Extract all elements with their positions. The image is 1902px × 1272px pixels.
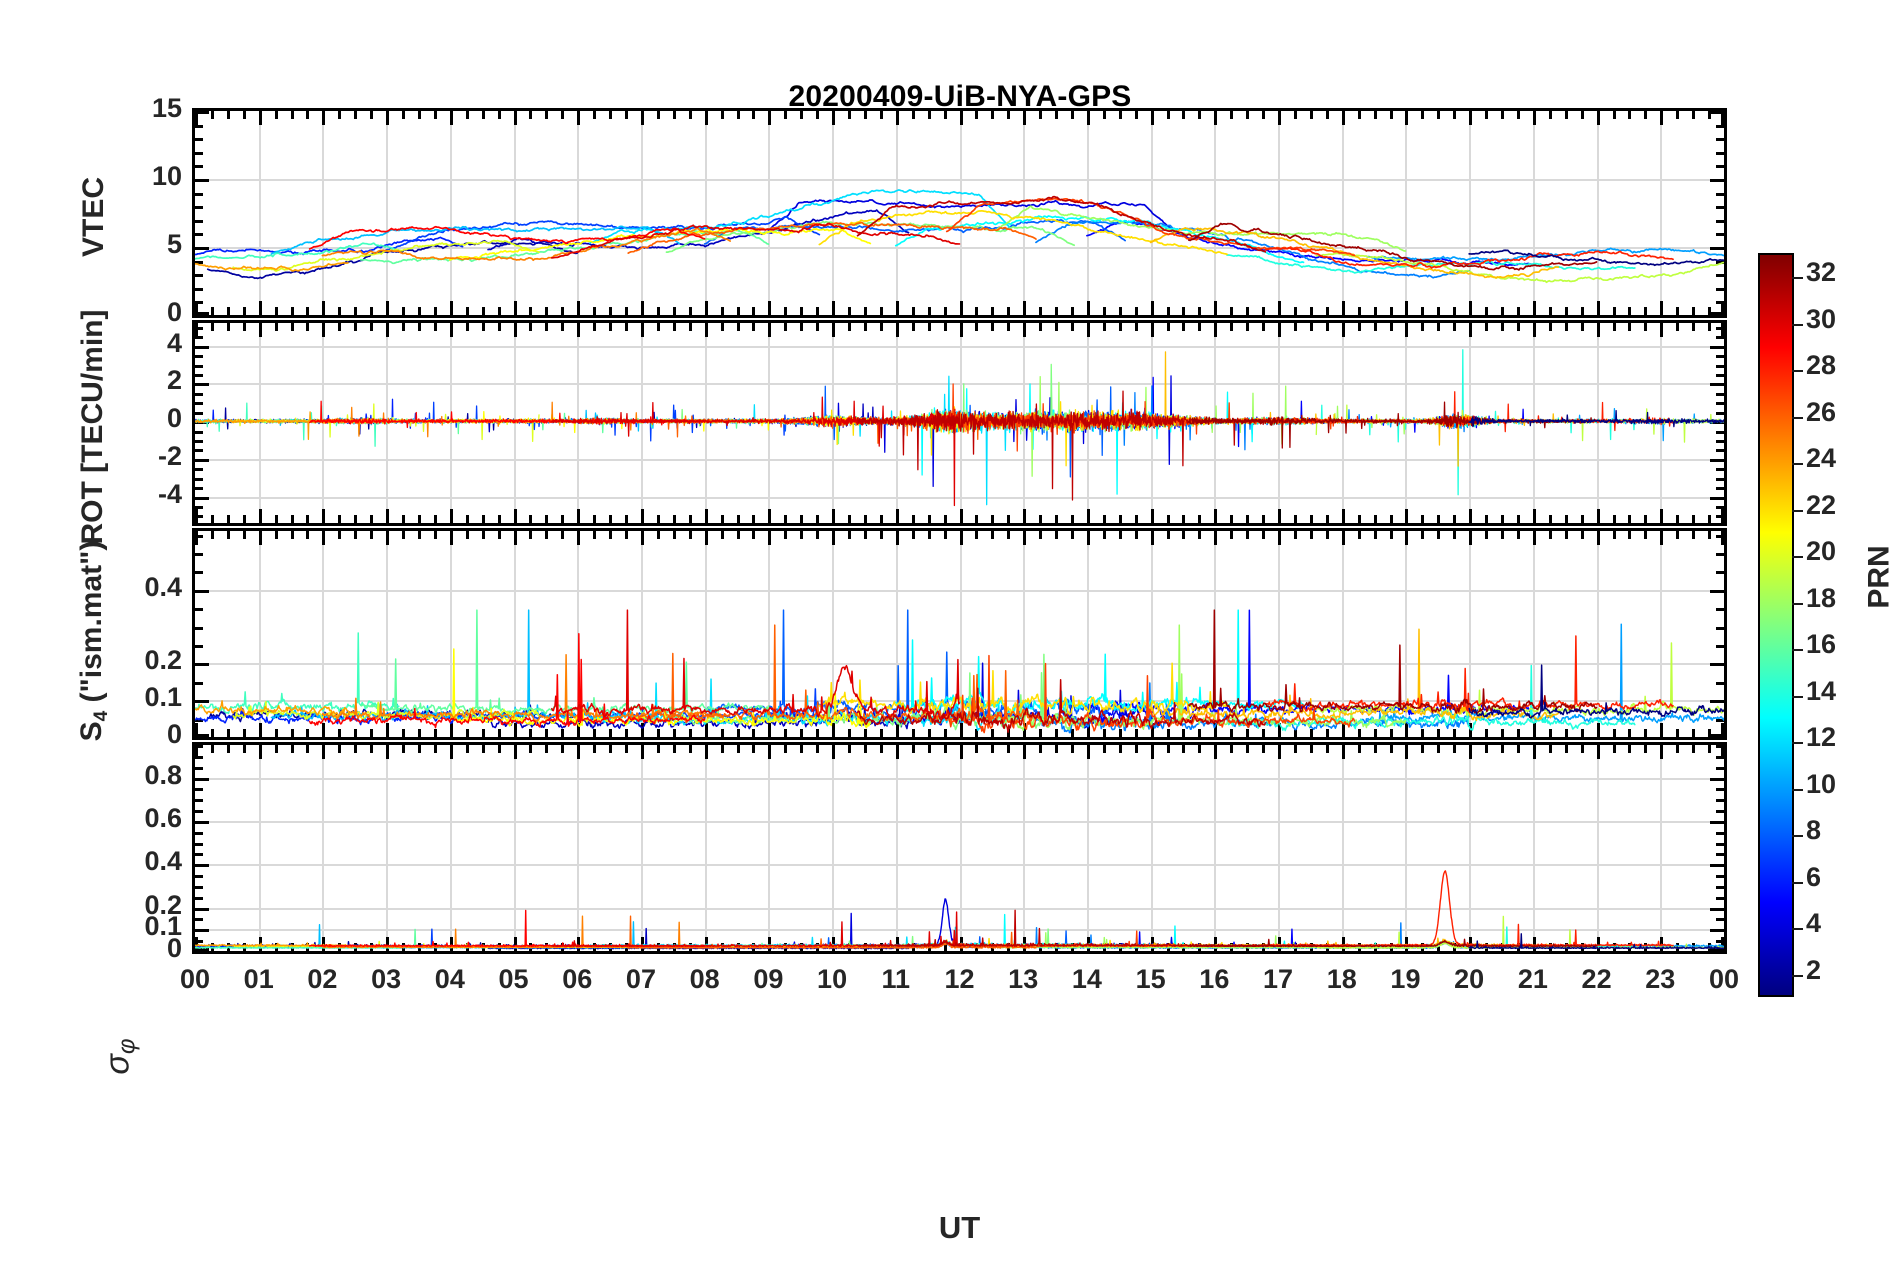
colorbar-tick-label: 30 bbox=[1806, 303, 1837, 334]
y-tick-label: 0.2 bbox=[144, 645, 182, 676]
colorbar-tick-label: 8 bbox=[1806, 815, 1822, 846]
y-tick-label: -4 bbox=[157, 478, 182, 509]
x-tick-label: 21 bbox=[1517, 964, 1548, 994]
x-tick-label: 09 bbox=[753, 964, 784, 994]
colorbar-tick bbox=[1792, 881, 1803, 884]
colorbar-tick bbox=[1792, 370, 1803, 373]
x-tick-label: 17 bbox=[1263, 964, 1294, 994]
x-tick-label: 22 bbox=[1581, 964, 1612, 994]
y-tick-label: 0.4 bbox=[144, 571, 182, 602]
axis-title-sigmaphi: σφ bbox=[99, 997, 142, 1117]
colorbar[interactable] bbox=[1758, 253, 1803, 997]
colorbar-tick bbox=[1792, 416, 1803, 419]
x-tick-label: 01 bbox=[243, 964, 274, 994]
x-tick-label: 23 bbox=[1645, 964, 1676, 994]
colorbar-tick-label: 10 bbox=[1806, 768, 1837, 799]
x-tick-label: 08 bbox=[689, 964, 720, 994]
axis-title-sigmaphi-sub: φ bbox=[113, 1038, 141, 1055]
colorbar-tick bbox=[1792, 277, 1803, 280]
x-tick-label: 18 bbox=[1326, 964, 1357, 994]
colorbar-tick bbox=[1792, 509, 1803, 512]
x-tick-label: 03 bbox=[371, 964, 402, 994]
y-tick-label: 0.4 bbox=[144, 846, 182, 877]
colorbar-tick-label: 18 bbox=[1806, 582, 1837, 613]
axis-title-x: UT bbox=[938, 1210, 981, 1245]
colorbar-tick bbox=[1792, 602, 1803, 605]
series-sigmaphi bbox=[195, 745, 1724, 951]
x-tick-label: 06 bbox=[562, 964, 593, 994]
series-vtec bbox=[195, 111, 1724, 315]
colorbar-tick-label: 32 bbox=[1806, 257, 1837, 288]
x-tick-label: 11 bbox=[881, 964, 911, 994]
x-tick-label: 12 bbox=[944, 964, 975, 994]
colorbar-tick bbox=[1792, 556, 1803, 559]
colorbar-title: PRN bbox=[1862, 545, 1896, 609]
y-tick-label: 10 bbox=[151, 161, 182, 191]
panel-rot bbox=[192, 320, 1727, 526]
colorbar-tick-label: 20 bbox=[1806, 536, 1837, 567]
y-tick-label: 15 bbox=[151, 93, 182, 123]
x-tick-label: 19 bbox=[1390, 964, 1421, 994]
y-tick-label: 2 bbox=[166, 365, 182, 396]
y-tick-label: 0.1 bbox=[144, 911, 182, 942]
axis-title-sigmaphi-main: σ bbox=[98, 1054, 137, 1075]
y-tick-label: 5 bbox=[166, 229, 182, 259]
page-title: 20200409-UiB-NYA-GPS bbox=[788, 80, 1132, 113]
colorbar-tick-label: 12 bbox=[1806, 722, 1837, 753]
x-tick-label: 16 bbox=[1199, 964, 1230, 994]
x-tick-label: 14 bbox=[1071, 964, 1102, 994]
y-tick-label: 0 bbox=[166, 719, 182, 749]
y-tick-label: 0.2 bbox=[144, 889, 182, 920]
y-tick-label: 0 bbox=[166, 403, 182, 434]
x-tick-label: 04 bbox=[434, 964, 465, 994]
x-tick-label: 00 bbox=[179, 964, 211, 994]
y-tick-label: -2 bbox=[157, 440, 182, 471]
colorbar-tick bbox=[1792, 649, 1803, 652]
x-tick-label: 15 bbox=[1135, 964, 1166, 994]
x-tick-label: 07 bbox=[625, 964, 656, 994]
colorbar-tick bbox=[1792, 788, 1803, 791]
y-tick-label: 0.6 bbox=[144, 802, 182, 833]
y-tick-label: 4 bbox=[166, 327, 182, 358]
x-tick-label: 20 bbox=[1454, 964, 1485, 994]
colorbar-tick bbox=[1792, 323, 1803, 326]
colorbar-tick-label: 28 bbox=[1806, 350, 1837, 381]
colorbar-tick bbox=[1792, 974, 1803, 977]
colorbar-tick-label: 16 bbox=[1806, 629, 1837, 660]
x-tick-label: 00 bbox=[1708, 964, 1740, 994]
colorbar-tick bbox=[1792, 835, 1803, 838]
colorbar-tick bbox=[1792, 928, 1803, 931]
colorbar-tick-label: 6 bbox=[1806, 861, 1822, 892]
colorbar-tick-label: 14 bbox=[1806, 675, 1837, 706]
colorbar-tick bbox=[1792, 695, 1803, 698]
y-tick-label: 0 bbox=[166, 933, 182, 963]
panel-vtec bbox=[192, 108, 1727, 318]
y-tick-label: 0.1 bbox=[144, 682, 182, 713]
x-tick-label: 13 bbox=[1008, 964, 1039, 994]
x-tick-label: 02 bbox=[307, 964, 338, 994]
y-tick-label: 0.8 bbox=[144, 759, 182, 790]
colorbar-gradient bbox=[1760, 255, 1792, 995]
colorbar-tick bbox=[1792, 742, 1803, 745]
panel-sigmaphi bbox=[192, 742, 1727, 954]
x-tick-label: 10 bbox=[817, 964, 848, 994]
y-tick-label: 0 bbox=[166, 297, 182, 327]
colorbar-tick bbox=[1792, 463, 1803, 466]
axis-title-s4: S4 ("ism.mat") bbox=[75, 481, 113, 801]
colorbar-tick-label: 26 bbox=[1806, 396, 1837, 427]
series-rot bbox=[195, 323, 1724, 523]
series-s4 bbox=[195, 531, 1724, 737]
colorbar-tick-label: 4 bbox=[1806, 908, 1822, 939]
panel-s4 bbox=[192, 528, 1727, 740]
x-tick-label: 05 bbox=[498, 964, 529, 994]
colorbar-tick-label: 22 bbox=[1806, 489, 1837, 520]
colorbar-tick-label: 24 bbox=[1806, 443, 1837, 474]
colorbar-tick-label: 2 bbox=[1806, 954, 1822, 985]
